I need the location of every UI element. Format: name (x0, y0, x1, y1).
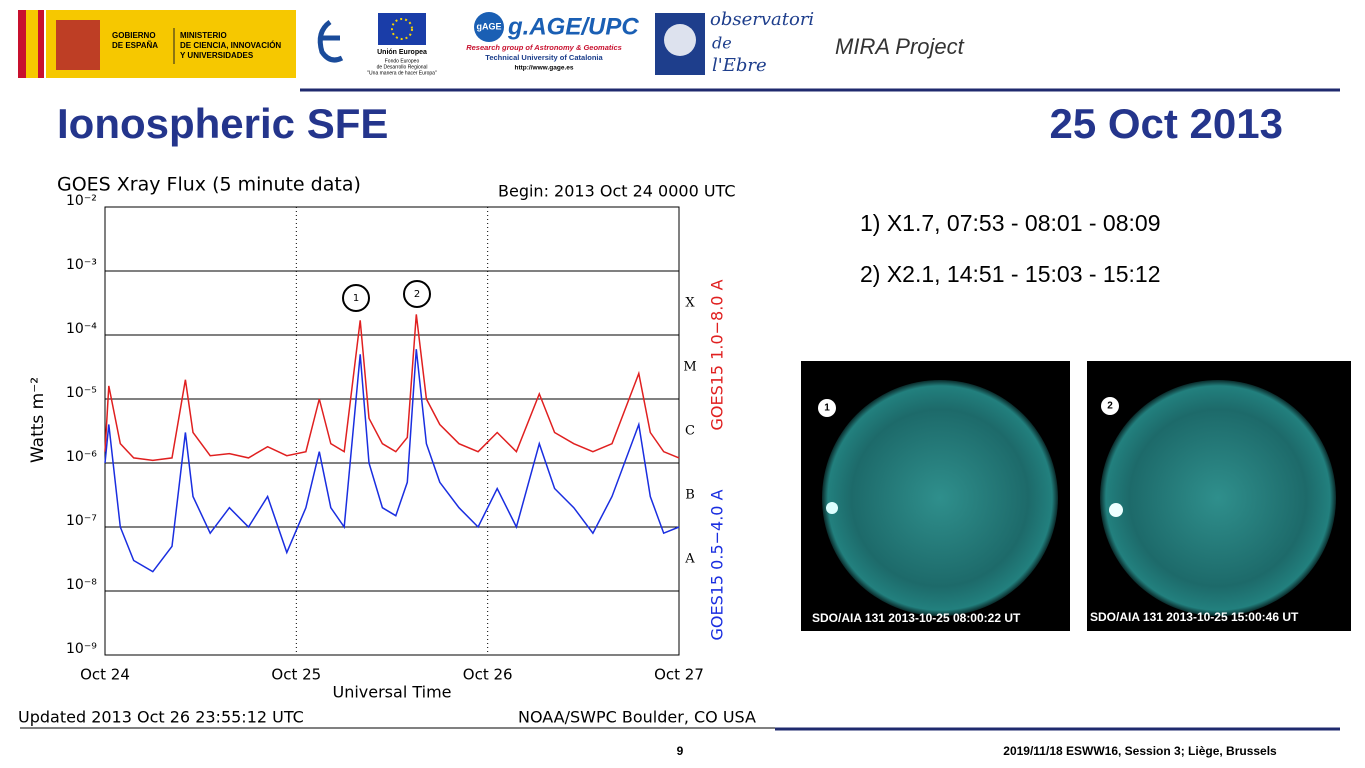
class-label: X (685, 296, 695, 311)
gov-text: GOBIERNO (112, 31, 156, 40)
ministry-text: MINISTERIO (180, 31, 227, 40)
header: GOBIERNO DE ESPAÑA MINISTERIO DE CIENCIA… (18, 9, 965, 78)
plot-area (104, 206, 680, 656)
data-line (104, 314, 680, 462)
agency-logo (317, 19, 344, 63)
y-tick-label: 10⁻⁵ (66, 385, 97, 401)
flag-stripe (38, 10, 44, 78)
y-tick-label: 10⁻⁸ (66, 577, 97, 593)
eu-stars (391, 18, 413, 40)
class-label: M (683, 360, 696, 375)
sdo-image: 2 SDO/AIA 131 2013-10-25 15:00:46 UT (1087, 361, 1351, 631)
slide-title: Ionospheric SFE (57, 100, 388, 147)
observatory-text: observatori (710, 9, 814, 30)
x-tick-label: Oct 26 (463, 666, 513, 684)
y-tick-label: 10⁻⁷ (66, 513, 97, 529)
sdo-image: 1 SDO/AIA 131 2013-10-25 08:00:22 UT (801, 361, 1070, 631)
observatory-text: l'Ebre (712, 55, 767, 76)
event-text: 1) X1.7, 07:53 - 08:01 - 08:09 (860, 210, 1160, 236)
gage-title: g.AGE/UPC (507, 13, 639, 40)
project-name: MIRA Project (835, 34, 965, 59)
x-tick-label: Oct 24 (80, 666, 130, 684)
y-tick-label: 10⁻⁴ (66, 321, 97, 337)
legend-entry: GOES15 0.5−4.0 A (708, 489, 727, 640)
flare (1109, 503, 1123, 517)
y-tick-label: 10⁻⁶ (66, 449, 97, 465)
slide-date: 25 Oct 2013 (1049, 100, 1283, 147)
legend-entry: GOES15 1.0−8.0 A (708, 279, 727, 430)
flag-stripe (18, 10, 26, 78)
eu-text: Unión Europea (377, 49, 427, 56)
gage-badge (474, 12, 504, 42)
ministry-text: Y UNIVERSIDADES (180, 51, 254, 60)
image-caption: SDO/AIA 131 2013-10-25 15:00:46 UT (1090, 610, 1299, 624)
flare (826, 502, 838, 514)
x-tick-label: Oct 25 (271, 666, 321, 684)
image-badge (818, 399, 836, 417)
image-caption: SDO/AIA 131 2013-10-25 08:00:22 UT (812, 611, 1021, 625)
data-line (104, 349, 680, 573)
chart-subtitle: Begin: 2013 Oct 24 0000 UTC (498, 182, 736, 201)
eu-text: Fondo Europeo (385, 58, 420, 64)
observatory-text: de (712, 34, 732, 53)
sun (822, 380, 1058, 616)
class-label: A (684, 552, 695, 567)
image-label: 1 (824, 403, 830, 414)
y-tick-label: 10⁻³ (66, 257, 97, 273)
eu-text: de Desarrollo Regional (377, 64, 428, 70)
image-badge (1101, 397, 1119, 415)
page-number: 9 (677, 744, 684, 758)
annotation-circle (403, 280, 431, 308)
annotation-circle (342, 284, 370, 312)
gage-text: http://www.gage.es (515, 65, 574, 72)
sun (1100, 380, 1336, 616)
y-tick-label: 10⁻⁹ (66, 641, 97, 657)
x-tick-label: Oct 27 (654, 666, 704, 684)
observatory-dome (664, 24, 696, 56)
gage-text: Research group of Astronomy & Geomatics (466, 43, 622, 52)
footer-text: 2019/11/18 ESWW16, Session 3; Liège, Bru… (1003, 744, 1277, 758)
eu-flag (378, 13, 426, 45)
image-label: 2 (1107, 401, 1113, 412)
y-axis-label: Watts m⁻² (28, 377, 48, 463)
gage-text: Technical University of Catalonia (485, 53, 603, 62)
y-tick-label: 10⁻² (66, 193, 97, 209)
class-label: C (685, 424, 695, 439)
eu-text: "Una manera de hacer Europa" (367, 70, 437, 76)
gage-badge-text: gAGE (476, 21, 501, 31)
updated-note: Updated 2013 Oct 26 23:55:12 UTC (18, 708, 304, 727)
ministry-text: DE CIENCIA, INNOVACIÓN (180, 41, 281, 50)
coat-of-arms (56, 20, 100, 70)
goes-plot: GOES Xray Flux (5 minute data) Begin: 20… (18, 174, 756, 727)
source-note: NOAA/SWPC Boulder, CO USA (518, 708, 756, 727)
annotation: 2 (414, 289, 420, 300)
chart-title: GOES Xray Flux (5 minute data) (57, 174, 361, 196)
class-label: B (685, 488, 695, 503)
gov-text: DE ESPAÑA (112, 41, 158, 50)
event-text: 2) X2.1, 14:51 - 15:03 - 15:12 (860, 261, 1160, 287)
x-axis-label: Universal Time (332, 683, 451, 702)
flag-stripe (26, 10, 38, 78)
annotation: 1 (353, 293, 359, 304)
